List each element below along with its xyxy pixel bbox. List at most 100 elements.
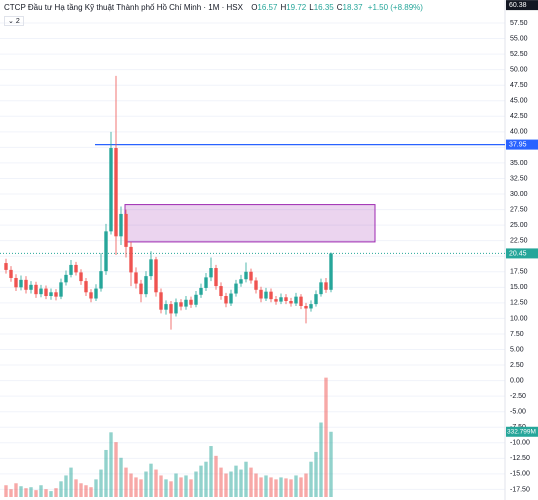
volume-bar — [139, 479, 143, 497]
volume-bar — [129, 473, 133, 497]
volume-bar — [79, 483, 83, 497]
candle-body — [199, 287, 203, 295]
candle-body — [179, 302, 183, 307]
y-tick-label: 7.50 — [510, 331, 524, 338]
rectangle-zone — [124, 204, 376, 243]
y-tick-label: -5.00 — [510, 409, 526, 416]
y-tick-label: 22.50 — [510, 238, 528, 245]
candle-body — [229, 293, 233, 304]
candle-body — [159, 292, 163, 310]
volume-bar — [59, 481, 63, 497]
y-tick-label: 0.00 — [510, 377, 524, 384]
y-tick-label: 27.50 — [510, 206, 528, 213]
volume-bar — [69, 467, 73, 497]
candle-body — [89, 292, 93, 299]
price-label-box — [506, 139, 538, 150]
candle-body — [194, 294, 198, 305]
volume-bar — [289, 479, 293, 497]
candle-body — [259, 289, 263, 299]
y-tick-label: 15.00 — [510, 284, 528, 291]
candle-body — [234, 283, 238, 294]
volume-bar — [314, 451, 318, 497]
candle-body — [279, 297, 283, 302]
volume-bar — [94, 479, 98, 497]
volume-bar — [284, 478, 288, 497]
volume-bar — [144, 471, 148, 497]
volume-bar — [239, 469, 243, 497]
symbol-title: CTCP Đầu tư Hạ tầng Kỹ thuật Thành phố H… — [4, 3, 243, 12]
candle-body — [309, 304, 313, 309]
y-tick-label: -10.00 — [510, 440, 530, 447]
ohlc-value: 19.72 — [286, 3, 307, 12]
y-tick-label: 45.00 — [510, 98, 528, 105]
price-label: 37.95 — [509, 141, 527, 148]
candle-body — [274, 299, 278, 302]
ohlc-value: 16.35 — [313, 3, 334, 12]
candle-body — [19, 279, 23, 288]
volume-bar — [54, 488, 58, 497]
candle-body — [174, 302, 178, 314]
volume-bar — [309, 461, 313, 497]
volume-bar — [134, 477, 138, 497]
y-tick-label: -15.00 — [510, 471, 530, 478]
volume-bar — [194, 471, 198, 497]
volume-bar — [149, 463, 153, 497]
candle-body — [294, 296, 298, 304]
candle-body — [39, 288, 43, 295]
y-tick-label: 17.50 — [510, 269, 528, 276]
candle-body — [314, 294, 318, 305]
volume-bar — [329, 431, 333, 497]
candle-body — [209, 268, 213, 278]
volume-bar — [19, 486, 23, 497]
ohlc-value: 16.57 — [257, 3, 278, 12]
volume-bar — [154, 469, 158, 497]
price-label-box — [506, 0, 538, 11]
volume-bar — [269, 477, 273, 497]
volume-bar — [209, 446, 213, 497]
y-tick-label: 47.50 — [510, 82, 528, 89]
volume-bar — [184, 475, 188, 497]
indicator-toggle[interactable]: ⌄ 2 — [4, 16, 24, 26]
ohlc-legend: O16.57 H19.72 L16.35 C18.37 — [251, 3, 365, 12]
y-tick-label: 55.00 — [510, 35, 528, 42]
volume-bar — [229, 471, 233, 497]
volume-bar — [24, 488, 28, 497]
candle-body — [169, 304, 173, 314]
y-tick-label: 25.00 — [510, 222, 528, 229]
y-tick-label: -17.50 — [510, 486, 530, 493]
volume-bar — [84, 485, 88, 497]
candle-body — [254, 280, 258, 290]
y-tick-label: 52.50 — [510, 51, 528, 58]
y-tick-label: 40.00 — [510, 129, 528, 136]
volume-bar — [254, 473, 258, 497]
volume-bar — [49, 491, 53, 497]
volume-bar — [324, 377, 328, 497]
candle-body — [104, 231, 108, 272]
volume-bar — [169, 481, 173, 497]
y-tick-label: 30.00 — [510, 191, 528, 198]
volume-bar — [244, 461, 248, 497]
volume-bar — [119, 457, 123, 497]
candle-body — [184, 299, 188, 307]
candle-body — [219, 286, 223, 297]
candle-body — [29, 284, 33, 290]
candle-body — [189, 299, 193, 305]
volume-bar — [219, 467, 223, 497]
volume-bar — [114, 442, 118, 497]
volume-bar — [99, 469, 103, 497]
volume-bar — [29, 487, 33, 497]
candle-body — [79, 272, 83, 282]
volume-bar — [44, 489, 48, 497]
volume-bar — [104, 449, 108, 497]
price-label: 20.45 — [509, 250, 527, 257]
volume-bar — [234, 465, 238, 497]
candle-body — [74, 264, 78, 273]
volume-bar — [264, 475, 268, 497]
candle-body — [99, 271, 103, 289]
candle-body — [249, 271, 253, 281]
candle-body — [129, 246, 133, 273]
volume-bar — [124, 467, 128, 497]
volume-bar — [74, 479, 78, 497]
volume-bar — [14, 483, 18, 497]
